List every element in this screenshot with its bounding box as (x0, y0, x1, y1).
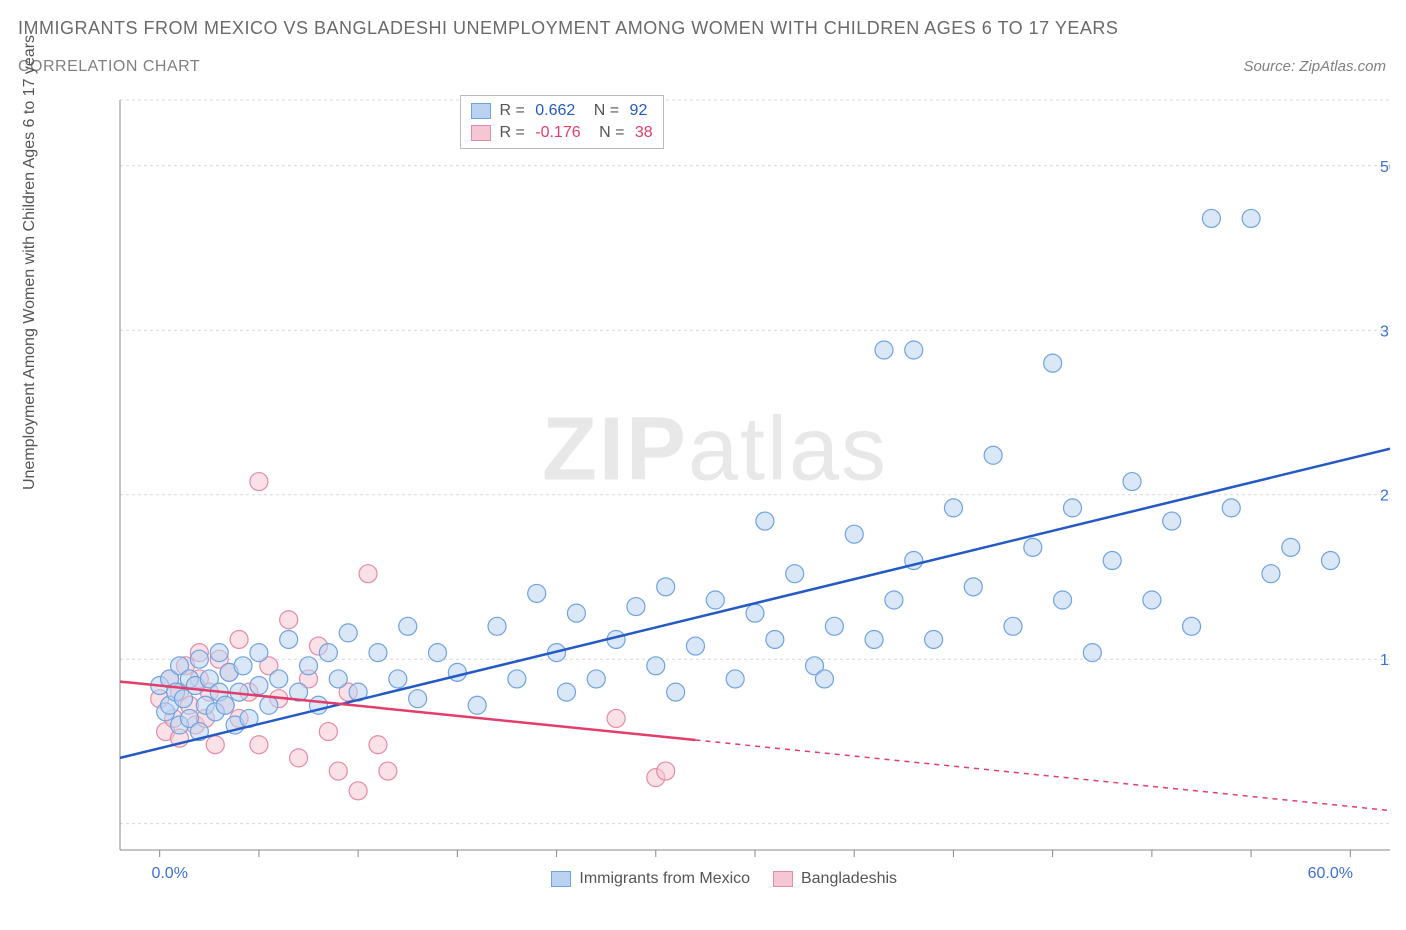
y-axis-label: Unemployment Among Women with Children A… (21, 35, 39, 490)
r-label-1: R = (499, 102, 524, 119)
legend-swatch-bottom-2 (773, 871, 793, 887)
r-value-2: -0.176 (535, 124, 580, 141)
source-label: Source: ZipAtlas.com (1243, 58, 1386, 75)
legend-bottom: Immigrants from Mexico Bangladeshis (40, 870, 1390, 888)
n-label-2: N = (599, 124, 624, 141)
legend-row-series1: R = 0.662 N = 92 (471, 100, 653, 122)
svg-text:25.0%: 25.0% (1380, 488, 1390, 505)
scatter-chart: 0.0%60.0%12.5%25.0%37.5%50.0% (80, 90, 1390, 890)
legend-row-series2: R = -0.176 N = 38 (471, 122, 653, 144)
legend-swatch-series2 (471, 125, 491, 141)
chart-title: IMMIGRANTS FROM MEXICO VS BANGLADESHI UN… (18, 18, 1118, 39)
legend-label-series2: Bangladeshis (801, 870, 897, 887)
n-value-1: 92 (630, 102, 648, 119)
svg-text:37.5%: 37.5% (1380, 323, 1390, 340)
chart-subtitle: CORRELATION CHART (18, 58, 200, 76)
svg-text:50.0%: 50.0% (1380, 159, 1390, 176)
r-value-1: 0.662 (535, 102, 575, 119)
legend-correlation-box: R = 0.662 N = 92 R = -0.176 N = 38 (460, 95, 664, 149)
legend-swatch-series1 (471, 103, 491, 119)
svg-text:12.5%: 12.5% (1380, 652, 1390, 669)
n-value-2: 38 (635, 124, 653, 141)
legend-label-series1: Immigrants from Mexico (579, 870, 750, 887)
legend-swatch-bottom-1 (551, 871, 571, 887)
plot-container: Unemployment Among Women with Children A… (40, 90, 1390, 890)
r-label-2: R = (499, 124, 524, 141)
n-label-1: N = (594, 102, 619, 119)
